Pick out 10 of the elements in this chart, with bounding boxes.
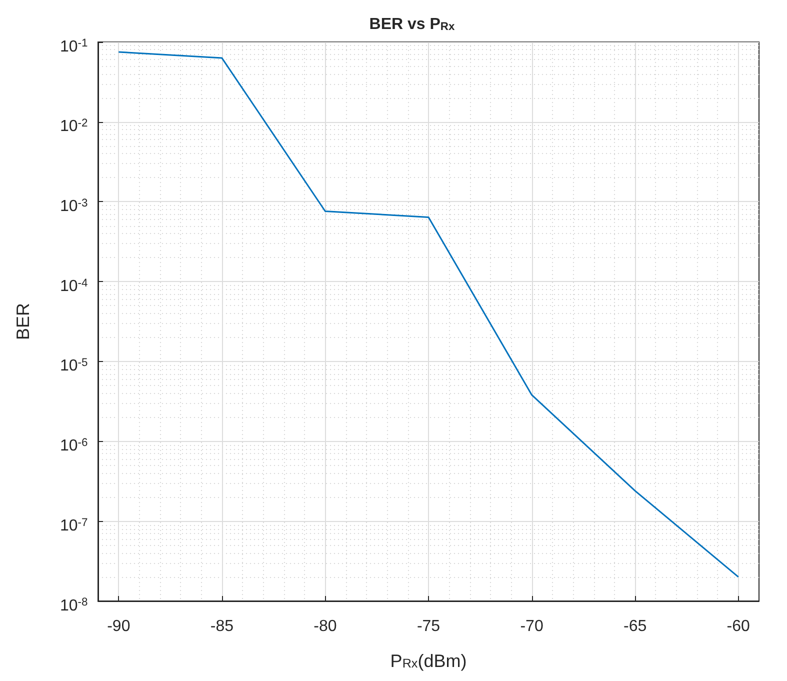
x-tick-label: -65 <box>624 618 647 636</box>
x-tick-label: -80 <box>314 618 337 636</box>
x-tick-label: -90 <box>107 618 130 636</box>
x-axis-title: PRx(dBm) <box>390 650 467 671</box>
chart-title: BER vs PRx <box>369 16 456 34</box>
x-tick-label: -85 <box>210 618 234 636</box>
x-tick-label: -70 <box>520 618 544 636</box>
x-tick-label: -75 <box>416 618 440 636</box>
y-axis-title: BER <box>13 302 33 340</box>
x-tick-label: -60 <box>726 618 750 636</box>
